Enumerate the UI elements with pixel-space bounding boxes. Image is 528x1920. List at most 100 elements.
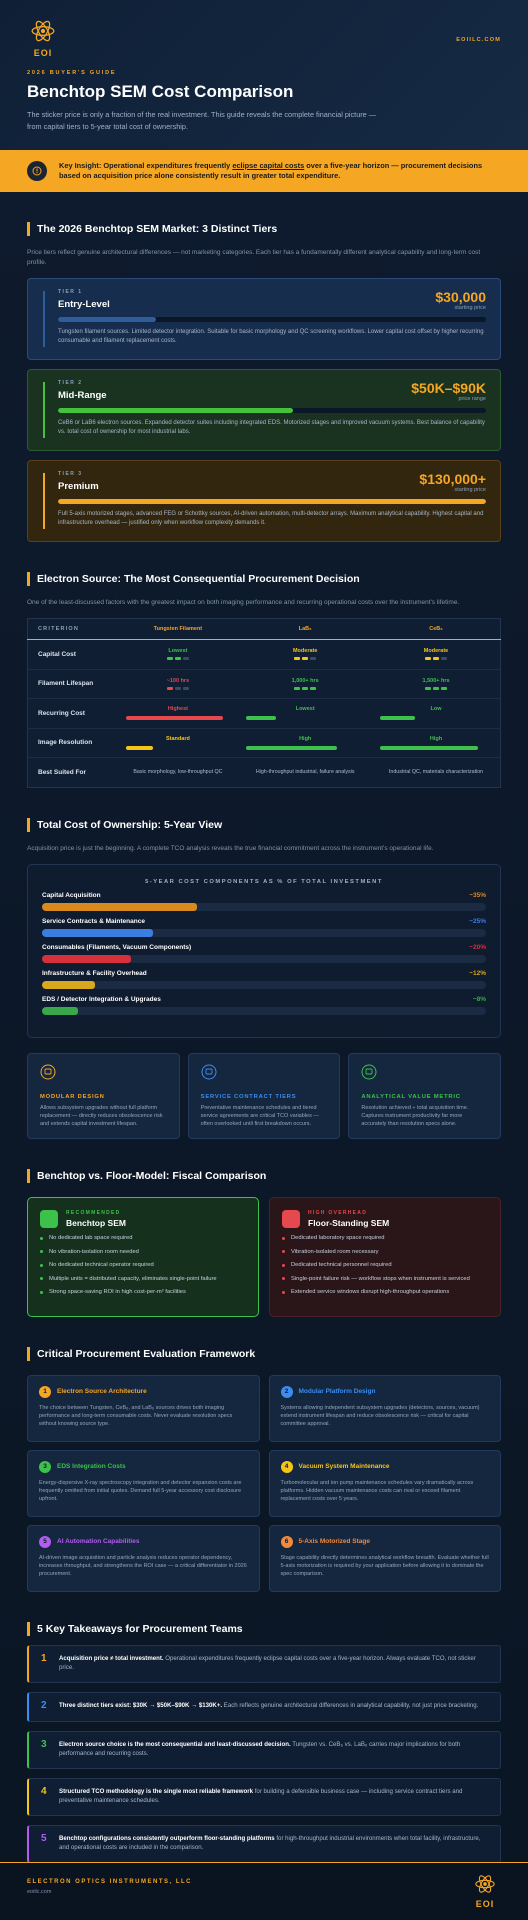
bar-row: Infrastructure & Facility Overhead ~12% [42,970,486,989]
price-note: price range [458,396,486,402]
bar-head: Consumables (Filaments, Vacuum Component… [42,944,486,951]
rating-dot [174,657,181,661]
takeaway-number: 3 [41,1738,47,1750]
price-track [58,499,486,504]
rating-dot [182,657,189,661]
section: Electron Source: The Most Consequential … [0,572,528,788]
rating-bar [246,716,277,721]
framework-card: 3 EDS Integration Costs Energy-dispersive … [27,1449,260,1517]
card-text: Turbomolecular and ion pump maintenance … [280,1479,474,1503]
bullet [282,1290,285,1294]
box-titles: RECOMMENDED Benchtop SEM [66,1210,126,1228]
item-text: Dedicated technical personnel required [291,1262,392,1269]
rating-bar [125,716,224,721]
rating-bar [125,745,153,750]
card-title: AI Automation Capabilities [57,1538,140,1545]
cell: High [372,727,501,758]
header-row: CRITERION Tungsten Filament LaB₆ CeB₆ [27,618,501,640]
bar-track [42,954,486,963]
section: Total Cost of Ownership: 5-Year View Acqu… [0,817,528,1139]
rating-bar [246,745,337,750]
cell-text: Lowest [168,648,188,655]
table-row: Recurring Cost Highest Lowest Low [27,698,501,728]
header: EOI EOIILC.COM 2026 BUYER'S GUIDE Benchtop … [0,0,528,150]
table-row: Image Resolution Standard High High [27,727,501,758]
footer: ELECTRON OPTICS INSTRUMENTS, LLC eoiilc.c… [0,1862,528,1920]
price-note: starting price [454,305,487,311]
chart-title: 5-YEAR COST COMPONENTS AS % OF TOTAL INV… [145,878,383,885]
bar [42,980,96,989]
tier-price: $50K–$90K price range [411,380,486,402]
cell-text: Industrial QC, materials characterizatio… [388,769,484,776]
card-text: AI-driven image acquisition and particle… [39,1554,247,1578]
cell: Highest [117,698,239,728]
rating-dot [425,686,432,690]
info-card: ANALYTICAL VALUE METRIC Resolution achiev… [348,1052,502,1139]
bar-row: Capital Acquisition ~35% [42,892,486,911]
item-text: Extended service windows disrupt high-th… [291,1289,450,1296]
card-title: MODULAR DESIGN [40,1093,105,1100]
tier-label: TIER 1 [58,289,83,295]
bar-head: Capital Acquisition ~35% [42,892,486,899]
bar-head: EDS / Detector Integration & Upgrades ~8% [42,996,486,1003]
section: Benchtop vs. Floor-Model: Fiscal Compari… [0,1168,528,1317]
icon [361,1064,377,1079]
section-title: The 2026 Benchtop SEM Market: 3 Distinct… [27,222,501,236]
logo: EOI [27,18,59,58]
cell-text: Highest [167,706,188,713]
box-icon [40,1209,58,1228]
cell: Industrial QC, materials characterizatio… [372,757,501,787]
tier-accent [43,291,45,347]
section: Critical Procurement Evaluation Framewor… [0,1346,528,1592]
takeaway-text: Each reflects genuine architectural diff… [223,1701,479,1709]
takeaway-number: 4 [41,1785,47,1797]
value-label: ~8% [472,995,486,1003]
card-text: Energy-dispersive X-ray spectroscopy int… [39,1479,242,1503]
logo-icon [474,1873,496,1900]
icon [40,1064,56,1079]
box-header: HIGH OVERHEAD Floor-Standing SEM [282,1209,488,1228]
cell: Basic morphology, low-throughput QC [117,757,239,787]
logo-icon [30,18,56,49]
comparison-box: RECOMMENDED Benchtop SEM No dedicated lab … [27,1196,259,1317]
rating-dot [433,657,440,661]
value-label: ~12% [469,969,486,977]
cards: MODULAR DESIGN Allows subsystem upgrades … [27,1052,502,1139]
card-text: Allows subsystem upgrades without full p… [40,1104,163,1128]
number-badge: 3 [39,1460,51,1473]
bar [42,1006,78,1015]
item-text: Strong space-saving ROI in high cost-per… [49,1289,186,1296]
insight-text: Key Insight: Operational expenditures fr… [59,161,501,182]
takeaway-number: 2 [41,1699,47,1711]
tco-chart: 5-YEAR COST COMPONENTS AS % OF TOTAL INV… [27,863,501,1038]
card-header: 6 5-Axis Motorized Stage [280,1535,490,1548]
criterion: Image Resolution [27,727,118,758]
list-item: Dedicated technical personnel required [282,1262,488,1268]
takeaway-text: for high-throughput industrial environme… [59,1834,481,1852]
rating-dot [433,686,440,690]
criterion: Capital Cost [27,639,118,669]
bar-label: Consumables (Filaments, Vacuum Component… [42,943,192,951]
cell-text: Standard [165,735,190,742]
column-header: Tungsten Filament [117,618,239,640]
tier-label: TIER 3 [58,471,83,477]
tier-card: TIER 2 Mid-Range $50K–$90K price range CeB6 … [27,369,501,451]
list-item: No dedicated lab space required [40,1235,246,1241]
bar-label: Infrastructure & Facility Overhead [42,969,147,977]
cell-text: Basic morphology, low-throughput QC [133,769,223,776]
card-title: SERVICE CONTRACT TIERS [200,1093,297,1100]
rating-dots [238,657,372,661]
item-text: No dedicated lab space required [49,1235,133,1242]
bar [42,902,198,911]
takeaway-text: Tungsten vs. CeB₆ vs. LaB₆ carries major… [59,1740,461,1758]
card-title: Modular Platform Design [298,1388,376,1395]
cell-text: Moderate [423,648,449,655]
card-title: EDS Integration Costs [57,1463,126,1470]
framework-card: 2 Modular Platform Design Systems allowing… [268,1374,501,1442]
box-icon [282,1209,300,1228]
section-intro: Acquisition price is just the beginning.… [27,844,434,852]
cell-text: High-throughput industrial, failure anal… [255,769,355,776]
framework-card: 1 Electron Source Architecture The choice … [27,1374,260,1442]
card-title: ANALYTICAL VALUE METRIC [361,1093,461,1100]
cell-text: 1,500+ hrs [422,677,450,684]
